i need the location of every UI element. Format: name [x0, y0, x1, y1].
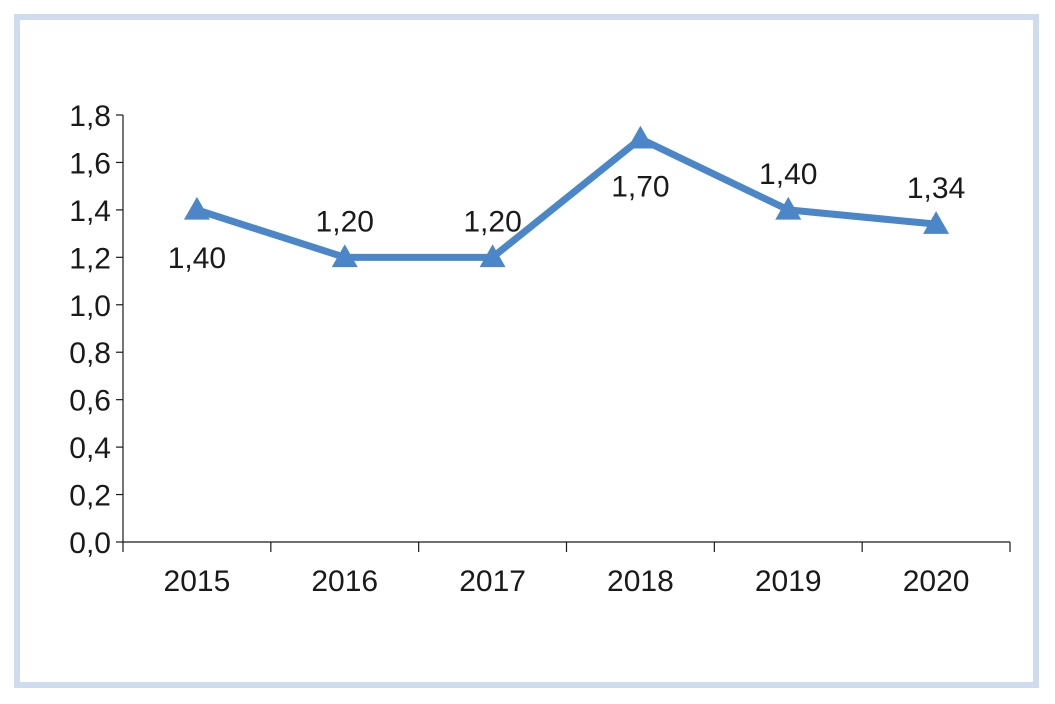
data-label: 1,40	[759, 158, 817, 191]
data-label: 1,20	[463, 205, 521, 238]
line-chart: 0,00,20,40,60,81,01,21,41,61,8 2015 2016 2…	[69, 100, 1011, 598]
x-tick-label: 2019	[755, 565, 822, 598]
y-tick-label: 1,6	[69, 147, 111, 180]
data-labels: 1,40 1,20 1,20 1,70 1,40 1,34	[168, 158, 966, 275]
y-tick-label: 1,0	[69, 290, 111, 323]
data-point-marker	[627, 125, 654, 149]
data-point-marker	[183, 196, 210, 220]
data-label: 1,40	[168, 242, 226, 275]
y-tick-label: 0,2	[69, 480, 111, 513]
x-axis: 2015 2016 2017 2018 2019 2020	[122, 541, 1011, 598]
data-point-marker	[775, 196, 802, 220]
y-axis: 0,0 0,2 0,4 0,6 0,8 1,0 1,2 1,4 1,6 1,8	[69, 100, 124, 560]
data-label: 1,34	[907, 172, 965, 205]
series-line	[183, 125, 950, 268]
data-point-marker	[479, 244, 506, 268]
data-point-marker	[331, 244, 358, 268]
y-tick-label: 1,4	[69, 195, 111, 228]
data-label: 1,70	[611, 171, 669, 204]
series-line-path	[193, 135, 940, 261]
x-tick-label: 2015	[164, 565, 231, 598]
x-tick-label: 2020	[903, 565, 970, 598]
x-tick-label: 2017	[459, 565, 526, 598]
y-tick-label: 0,4	[69, 432, 111, 465]
data-point-marker	[923, 211, 950, 234]
y-tick-label: 1,2	[69, 242, 111, 275]
x-tick-label: 2016	[311, 565, 378, 598]
data-label: 1,20	[316, 205, 374, 238]
x-tick-label: 2018	[607, 565, 674, 598]
y-tick-label: 1,8	[69, 100, 111, 133]
chart-frame: 0,0 0,2 0,4 0,6 0,8 1,0 1,2 1,4 1,6 1,8 2015 2016 2…	[14, 14, 1039, 688]
y-tick-label: 0,0	[69, 527, 111, 560]
y-tick-label: 0,6	[69, 385, 111, 418]
y-tick-label: 0,8	[69, 337, 111, 370]
